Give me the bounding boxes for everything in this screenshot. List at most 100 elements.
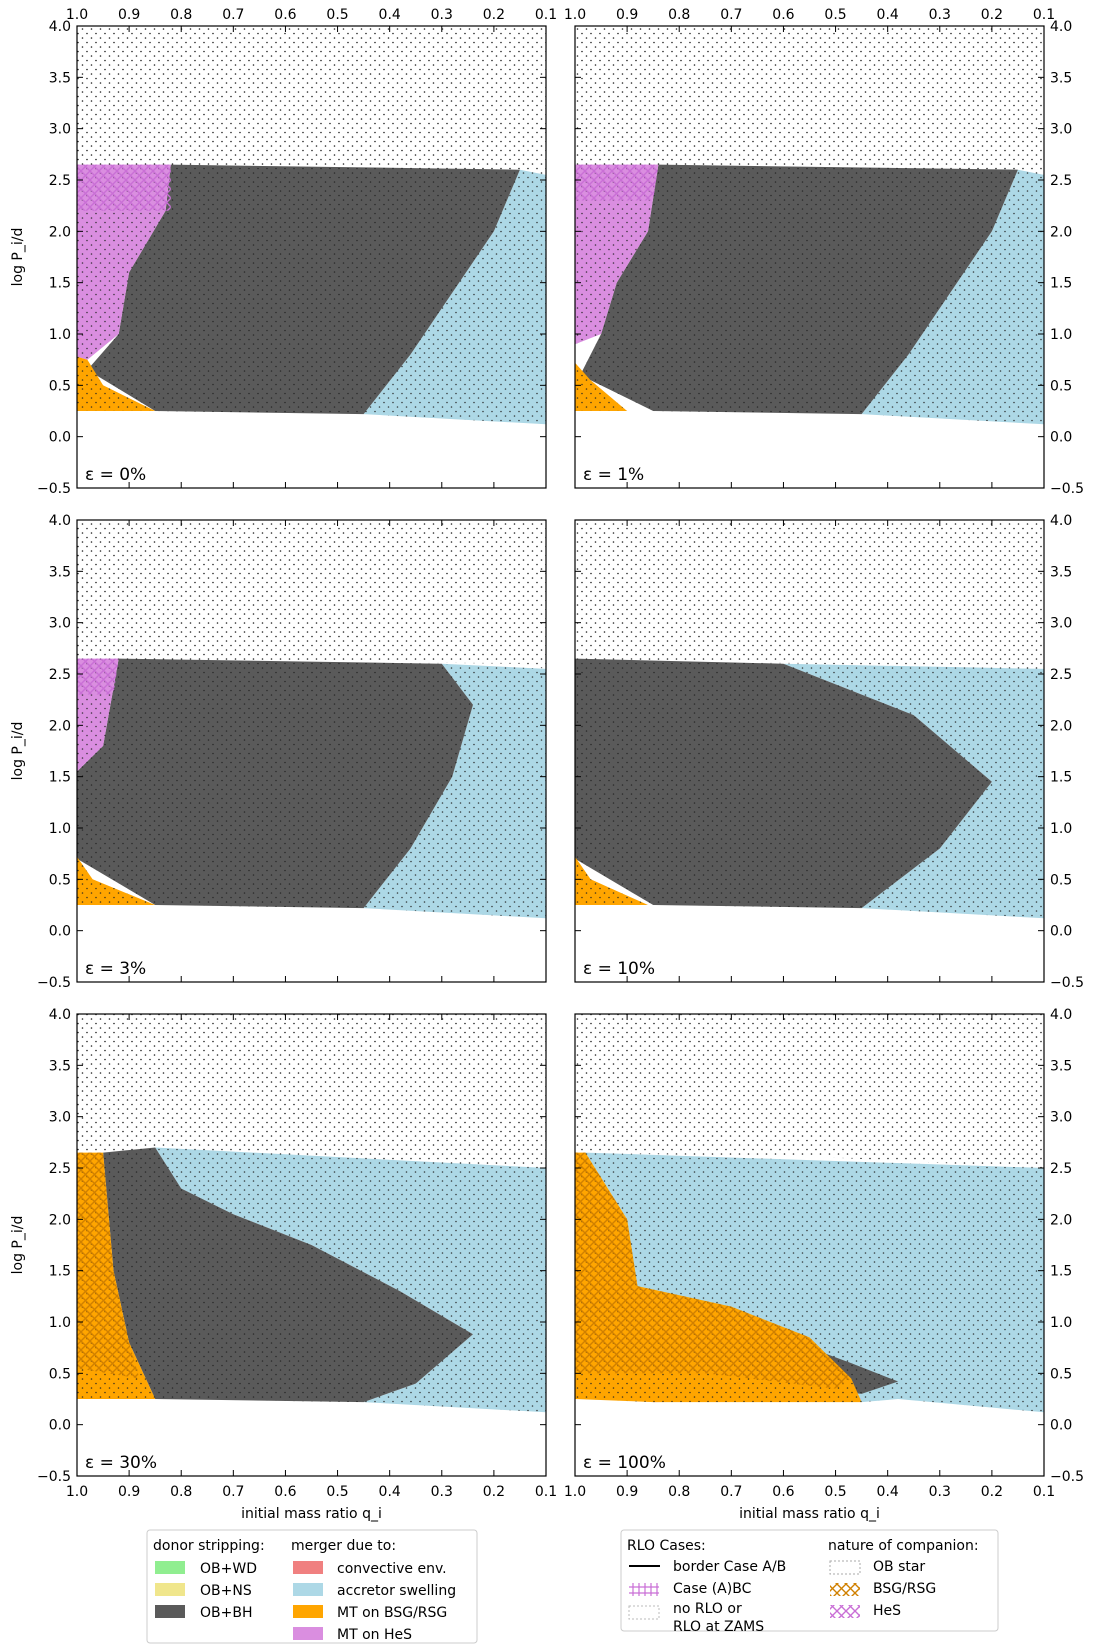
region-dots (575, 362, 628, 411)
region-dots (155, 1147, 546, 1413)
legend-item: border Case A/B (673, 1559, 786, 1575)
y-tick-label: 3.0 (49, 616, 71, 632)
legend-item: convective env. (337, 1561, 447, 1577)
y-tick-label: 1.5 (1050, 276, 1072, 292)
y-tick-label: 3.5 (49, 70, 71, 86)
legend-swatch (629, 1583, 659, 1596)
y-tick-label: 0.0 (1050, 924, 1072, 940)
region-dots (575, 164, 659, 345)
panel-frame (574, 25, 1045, 489)
x-tick-label: 1.0 (66, 1484, 88, 1500)
x-tick-label: 0.6 (772, 7, 794, 23)
region-dots (77, 164, 171, 360)
y-tick-label: 2.5 (1050, 1161, 1072, 1177)
region-dots (77, 356, 156, 411)
x-axis-label: initial mass ratio q_i (241, 1506, 382, 1522)
ob-star-region (575, 520, 1044, 669)
legend-item: Case (A)BC (673, 1581, 752, 1597)
legend-item: MT on HeS (337, 1627, 412, 1643)
x-tick-label: 0.2 (483, 1484, 505, 1500)
panel-frame (76, 519, 547, 983)
y-tick-label: 2.5 (49, 667, 71, 683)
region-dots (103, 1147, 473, 1403)
region-bsg-hatch (77, 1152, 140, 1379)
x-tick-label: 0.7 (720, 1484, 742, 1500)
y-tick-label: 1.0 (1050, 1315, 1072, 1331)
y-tick-label: 1.0 (1050, 821, 1072, 837)
y-tick-label: 0.5 (1050, 378, 1072, 394)
y-tick-label: 4.0 (49, 513, 71, 529)
x-tick-label: 0.5 (824, 1484, 846, 1500)
y-tick-label: 3.0 (1050, 122, 1072, 138)
panel-label: ε = 0% (85, 465, 146, 485)
y-tick-label: 1.5 (49, 770, 71, 786)
legend-item: OB star (873, 1559, 925, 1575)
ob-star-region (575, 26, 1044, 175)
y-tick-label: 0.5 (1050, 1366, 1072, 1382)
y-tick-label: 4.0 (1050, 513, 1072, 529)
ob-star-region (77, 1014, 546, 1168)
x-tick-label: 0.4 (379, 1484, 401, 1500)
y-tick-label: 2.0 (49, 224, 71, 240)
region-dots (783, 663, 1044, 919)
y-tick-label: 3.0 (49, 122, 71, 138)
legend-item: OB+BH (200, 1605, 253, 1621)
panel-3: −0.5 0.0 0.5 1.0 1.5 2.0 2.5 3.0 3.5 4.0 ε = 3% log… (10, 513, 547, 991)
y-tick-label: 1.5 (1050, 770, 1072, 786)
x-tick-label: 0.8 (170, 7, 192, 23)
y-axis-label: log P_i/d (10, 722, 26, 781)
legend-item: RLO at ZAMS (673, 1619, 764, 1635)
panel-regions (575, 1014, 1044, 1413)
region-dots (580, 164, 1018, 415)
legend-title: nature of companion: (828, 1538, 979, 1554)
y-tick-label: −0.5 (37, 975, 71, 991)
y-tick-label: 1.0 (1050, 327, 1072, 343)
panel-5: 1.0 0.9 0.8 0.7 0.6 0.5 0.4 0.3 0.2 0.1 −0.5 0.0 0.5… (10, 1007, 557, 1522)
panel-2: 1.0 0.9 0.8 0.7 0.6 0.5 0.4 0.3 0.2 0.1 −0.5 0.0 0.5… (564, 7, 1084, 497)
y-tick-label: 3.5 (1050, 564, 1072, 580)
x-tick-label: 0.8 (668, 7, 690, 23)
region-dots (575, 658, 992, 909)
x-tick-label: 0.3 (929, 7, 951, 23)
x-tick-label: 0.9 (118, 1484, 140, 1500)
panel-regions (77, 26, 546, 425)
panel-regions (77, 520, 546, 919)
ob-star-region (77, 520, 546, 669)
panel-4: −0.5 0.0 0.5 1.0 1.5 2.0 2.5 3.0 3.5 4.0 ε = 10% (574, 513, 1084, 991)
y-tick-label: 0.0 (1050, 430, 1072, 446)
legend-swatch (155, 1561, 185, 1574)
legend-swatch (293, 1561, 323, 1574)
y-tick-label: 0.0 (49, 1418, 71, 1434)
legend-item: BSG/RSG (873, 1581, 936, 1597)
x-tick-label: 0.1 (535, 7, 557, 23)
region-hes-hatch (77, 164, 171, 211)
legend-swatch (628, 1605, 660, 1620)
panel-1: 1.0 0.9 0.8 0.7 0.6 0.5 0.4 0.3 0.2 0.1 −0.5 0.0 0.5… (10, 7, 557, 497)
legend-swatch (293, 1583, 323, 1596)
y-tick-label: 1.5 (49, 276, 71, 292)
y-axis-label: log P_i/d (10, 228, 26, 287)
region-dots (87, 164, 520, 415)
y-tick-label: 3.0 (1050, 616, 1072, 632)
legend-title: RLO Cases: (627, 1538, 706, 1554)
y-tick-label: −0.5 (1050, 1469, 1084, 1485)
legend-title: merger due to: (291, 1538, 396, 1554)
region-dots (363, 169, 546, 425)
panel-label: ε = 1% (583, 465, 644, 485)
legend-swatch (830, 1583, 860, 1596)
legend-swatch (293, 1605, 323, 1618)
y-tick-label: 0.5 (1050, 872, 1072, 888)
x-tick-label: 0.8 (170, 1484, 192, 1500)
y-tick-label: 0.0 (49, 430, 71, 446)
panel-frame (76, 1013, 547, 1477)
region-dots (861, 169, 1044, 425)
y-tick-label: 2.0 (49, 1212, 71, 1228)
panel-frame (574, 1013, 1045, 1477)
y-tick-label: 2.5 (1050, 173, 1072, 189)
legend-item: OB+WD (200, 1561, 257, 1577)
legend-item: no RLO or (673, 1601, 742, 1617)
x-tick-label: 0.9 (118, 7, 140, 23)
x-tick-label: 0.4 (877, 1484, 899, 1500)
x-tick-label: 0.8 (668, 1484, 690, 1500)
